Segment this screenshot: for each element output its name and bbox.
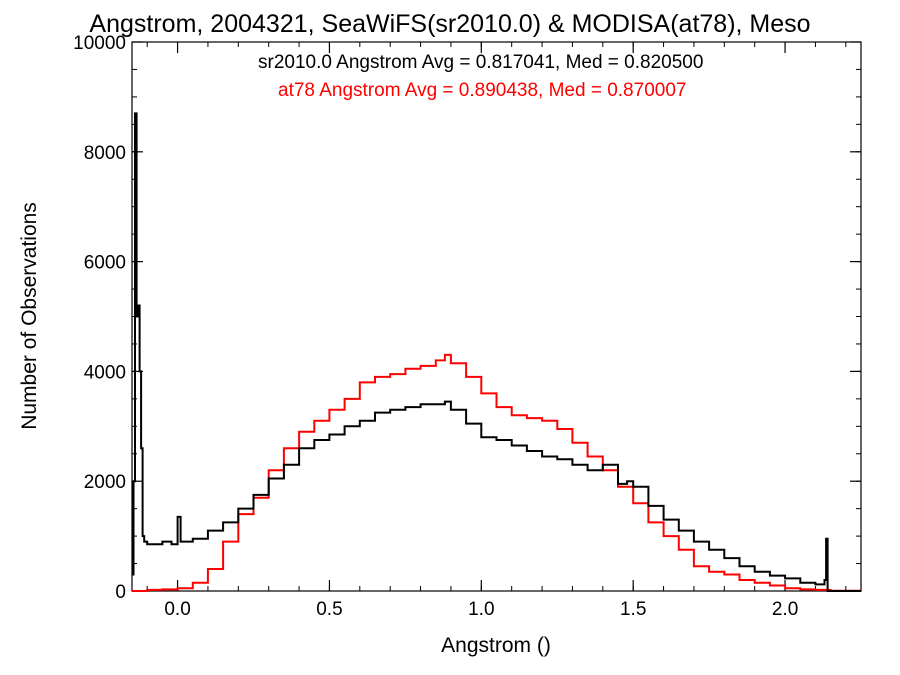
annotation-at78: at78 Angstrom Avg = 0.890438, Med = 0.87… xyxy=(278,80,686,101)
y-tick-label: 10000 xyxy=(73,33,126,54)
plot-area: 0.0 0.5 1.0 1.5 2.0 0 2000 4000 6000 8000 10000 xyxy=(73,33,862,620)
x-axis: 0.0 0.5 1.0 1.5 2.0 xyxy=(146,42,847,620)
series-at78-line xyxy=(132,353,862,592)
chart-title: Angstrom, 2004321, SeaWiFS(sr2010.0) & M… xyxy=(89,10,810,38)
y-axis: 0 2000 4000 6000 8000 10000 xyxy=(73,33,861,603)
y-tick-label: 4000 xyxy=(84,362,126,383)
x-tick-label: 2.0 xyxy=(772,599,798,620)
y-axis-label: Number of Observations xyxy=(18,202,41,430)
annotation-sr2010: sr2010.0 Angstrom Avg = 0.817041, Med = … xyxy=(258,52,703,73)
series-sr2010-line xyxy=(132,112,861,592)
x-tick-label: 1.0 xyxy=(468,599,494,620)
y-tick-label: 2000 xyxy=(84,472,126,493)
y-tick-label: 8000 xyxy=(84,143,126,164)
x-axis-label: Angstrom () xyxy=(441,634,551,657)
x-tick-label: 1.5 xyxy=(620,599,646,620)
y-tick-label: 6000 xyxy=(84,253,126,274)
y-tick-label: 0 xyxy=(115,582,126,603)
x-tick-label: 0.5 xyxy=(316,599,342,620)
series-layer xyxy=(132,112,862,592)
x-tick-label: 0.0 xyxy=(164,599,190,620)
